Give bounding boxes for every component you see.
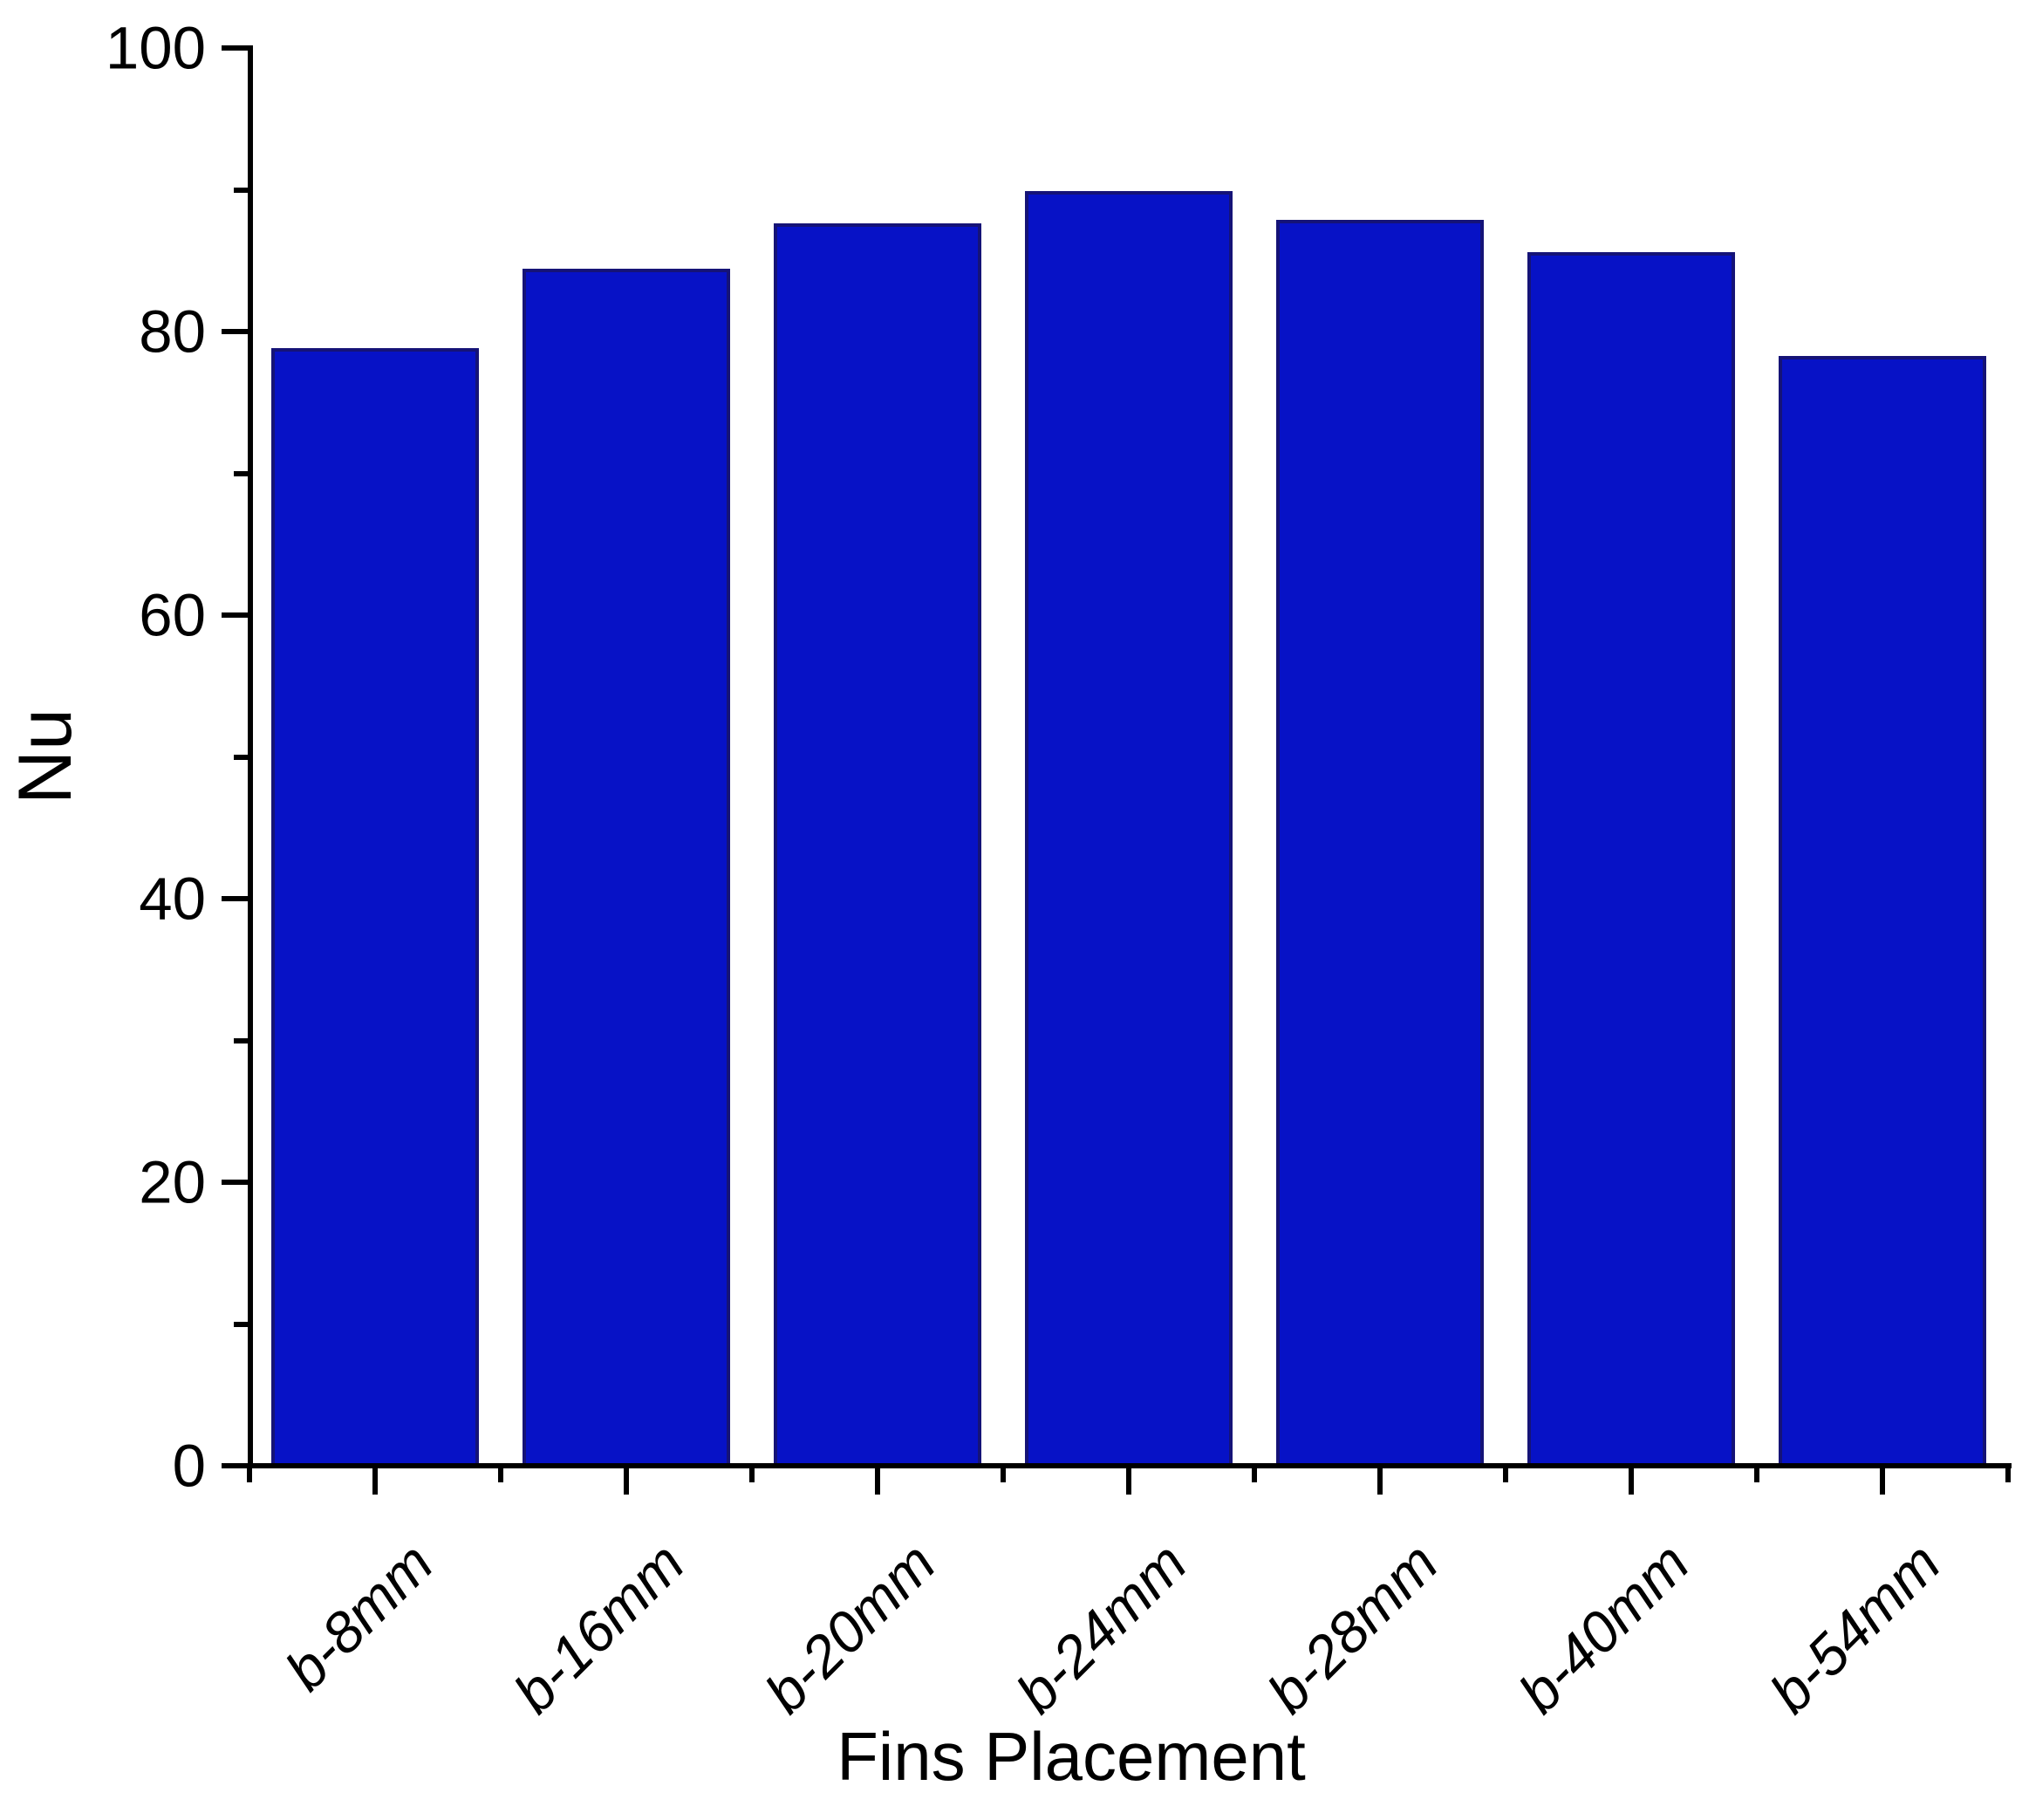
x-major-tick-b-40mm (1629, 1468, 1634, 1495)
y-major-tick-20 (222, 1180, 248, 1185)
y-minor-tick-30 (234, 1037, 248, 1043)
y-tick-label-20: 20 (139, 1148, 206, 1216)
y-major-tick-100 (222, 45, 248, 51)
y-tick-label-0: 0 (172, 1432, 206, 1500)
y-major-tick-0 (222, 1463, 248, 1468)
x-boundary-tick-1 (498, 1468, 503, 1482)
x-boundary-tick-2 (749, 1468, 755, 1482)
x-axis-title: Fins Placement (837, 1718, 1306, 1795)
x-axis-line (248, 1463, 2012, 1468)
x-boundary-tick-6 (1754, 1468, 1759, 1482)
y-tick-label-40: 40 (139, 865, 206, 933)
x-boundary-tick-7 (2005, 1468, 2011, 1482)
y-minor-tick-90 (234, 187, 248, 193)
x-boundary-tick-0 (247, 1468, 252, 1482)
x-major-tick-b-16mm (624, 1468, 629, 1495)
y-tick-label-100: 100 (105, 14, 206, 82)
bar-b-54mm (1779, 356, 1986, 1468)
y-tick-label-80: 80 (139, 298, 206, 366)
x-major-tick-b-54mm (1880, 1468, 1885, 1495)
x-major-tick-b-28mm (1377, 1468, 1383, 1495)
bar-b-16mm (523, 269, 730, 1468)
bar-b-28mm (1276, 220, 1484, 1468)
y-major-tick-80 (222, 329, 248, 334)
bar-b-8mm (271, 348, 479, 1468)
bar-b-40mm (1527, 252, 1735, 1468)
y-axis-line (248, 45, 253, 1468)
x-boundary-tick-3 (1001, 1468, 1006, 1482)
x-major-tick-b-8mm (372, 1468, 378, 1495)
bar-b-20mm (774, 223, 981, 1468)
y-minor-tick-10 (234, 1321, 248, 1327)
y-minor-tick-50 (234, 754, 248, 760)
y-minor-tick-70 (234, 470, 248, 476)
x-major-tick-b-24mm (1126, 1468, 1131, 1495)
x-boundary-tick-4 (1252, 1468, 1257, 1482)
bar-b-24mm (1025, 191, 1233, 1468)
y-major-tick-40 (222, 896, 248, 901)
x-major-tick-b-20mm (875, 1468, 880, 1495)
x-boundary-tick-5 (1503, 1468, 1508, 1482)
y-axis-title: Nu (3, 708, 87, 804)
y-major-tick-60 (222, 612, 248, 618)
y-tick-label-60: 60 (139, 581, 206, 649)
